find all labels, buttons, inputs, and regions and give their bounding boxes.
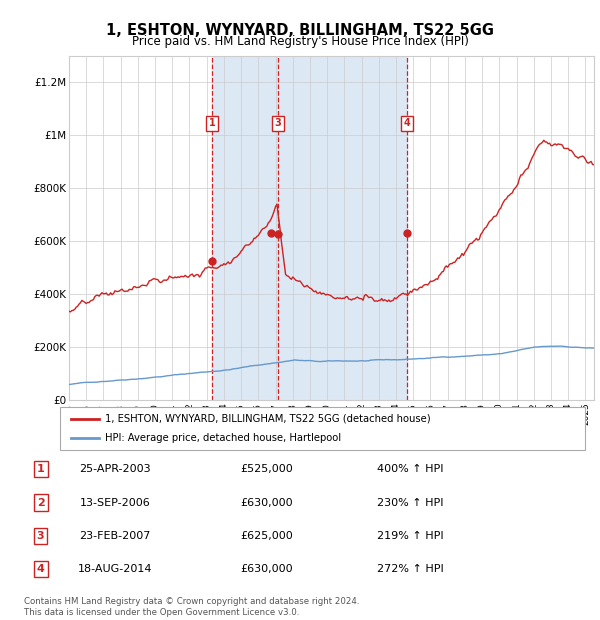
Text: 1: 1 bbox=[209, 118, 215, 128]
Text: £625,000: £625,000 bbox=[241, 531, 293, 541]
Bar bbox=[212, 56, 407, 400]
Text: 400% ↑ HPI: 400% ↑ HPI bbox=[377, 464, 443, 474]
Text: 230% ↑ HPI: 230% ↑ HPI bbox=[377, 498, 443, 508]
Text: 4: 4 bbox=[37, 564, 44, 574]
Text: 25-APR-2003: 25-APR-2003 bbox=[79, 464, 151, 474]
Text: £630,000: £630,000 bbox=[241, 498, 293, 508]
Text: 4: 4 bbox=[404, 118, 410, 128]
Text: 1: 1 bbox=[37, 464, 44, 474]
Text: 1, ESHTON, WYNYARD, BILLINGHAM, TS22 5GG: 1, ESHTON, WYNYARD, BILLINGHAM, TS22 5GG bbox=[106, 23, 494, 38]
Text: 3: 3 bbox=[275, 118, 281, 128]
Text: Contains HM Land Registry data © Crown copyright and database right 2024.
This d: Contains HM Land Registry data © Crown c… bbox=[24, 598, 359, 617]
Text: £525,000: £525,000 bbox=[241, 464, 293, 474]
Text: 272% ↑ HPI: 272% ↑ HPI bbox=[377, 564, 444, 574]
Text: 219% ↑ HPI: 219% ↑ HPI bbox=[377, 531, 444, 541]
Text: HPI: Average price, detached house, Hartlepool: HPI: Average price, detached house, Hart… bbox=[104, 433, 341, 443]
Text: Price paid vs. HM Land Registry's House Price Index (HPI): Price paid vs. HM Land Registry's House … bbox=[131, 35, 469, 48]
FancyBboxPatch shape bbox=[60, 407, 585, 450]
Text: 3: 3 bbox=[37, 531, 44, 541]
Text: £630,000: £630,000 bbox=[241, 564, 293, 574]
Text: 18-AUG-2014: 18-AUG-2014 bbox=[78, 564, 152, 574]
Text: 13-SEP-2006: 13-SEP-2006 bbox=[80, 498, 151, 508]
Text: 1, ESHTON, WYNYARD, BILLINGHAM, TS22 5GG (detached house): 1, ESHTON, WYNYARD, BILLINGHAM, TS22 5GG… bbox=[104, 414, 430, 423]
Text: 23-FEB-2007: 23-FEB-2007 bbox=[79, 531, 151, 541]
Text: 2: 2 bbox=[37, 498, 44, 508]
